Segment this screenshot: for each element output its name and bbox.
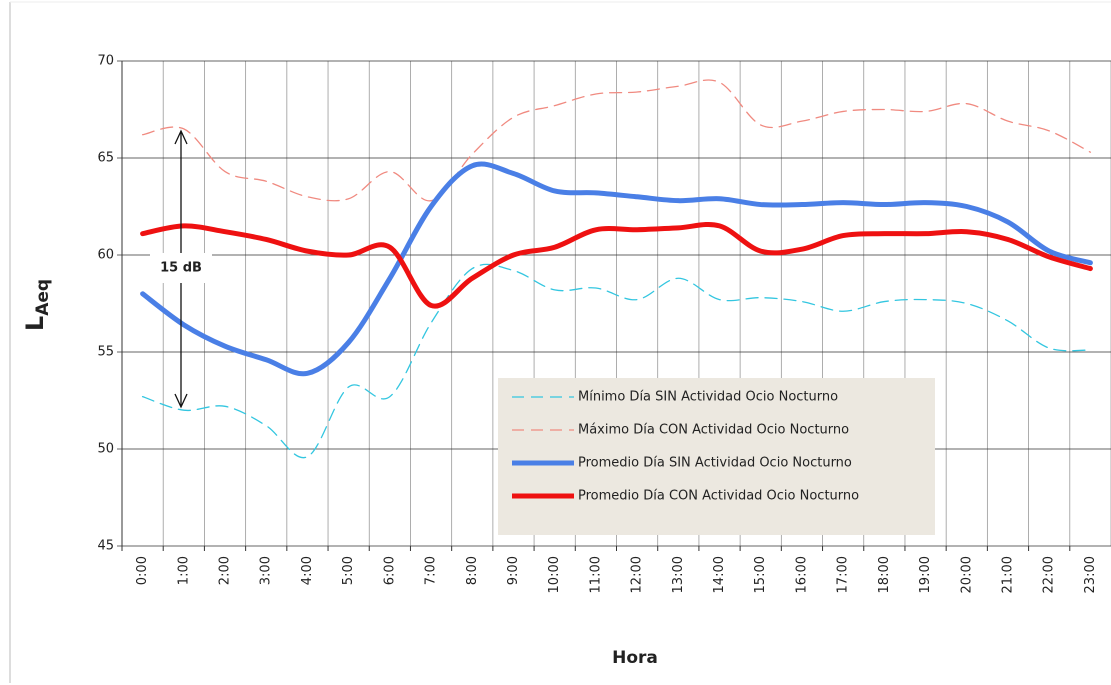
series-line	[140, 161, 1093, 377]
annotation-box	[150, 253, 212, 283]
y-axis-label-sub: Aeq	[33, 279, 53, 316]
x-tick-label: 17:00	[836, 556, 851, 593]
y-tick-label: 65	[97, 151, 114, 166]
x-tick-label: 3:00	[259, 556, 274, 585]
y-tick-label: 45	[97, 539, 114, 554]
y-tick-label: 55	[97, 345, 114, 360]
annotation: 15 dB	[160, 261, 202, 276]
y-tick-label: 70	[97, 54, 114, 69]
y-axis-label-main: L	[21, 316, 49, 331]
legend: Mínimo Día SIN Actividad Ocio Nocturno Má…	[498, 378, 935, 535]
x-tick-label: 12:00	[630, 556, 645, 593]
y-tick-label: 60	[97, 248, 114, 263]
x-tick-label: 15:00	[753, 556, 768, 593]
legend-label: Promedio Día CON Actividad Ocio Nocturno	[578, 489, 859, 504]
x-tick-label: 10:00	[547, 556, 562, 593]
x-tick-label: 0:00	[135, 556, 150, 585]
y-axis-label: LAeq	[21, 279, 53, 331]
legend-label: Máximo Día CON Actividad Ocio Nocturno	[578, 423, 849, 438]
x-tick-label: 16:00	[794, 556, 809, 593]
x-tick-label: 13:00	[671, 556, 686, 593]
x-tick-label: 1:00	[176, 556, 191, 585]
x-tick-label: 8:00	[465, 556, 480, 585]
y-tick-label: 50	[97, 442, 114, 457]
x-tick-label: 14:00	[712, 556, 727, 593]
legend-box	[498, 378, 935, 535]
x-tick-label: 7:00	[424, 556, 439, 585]
legend-label: Mínimo Día SIN Actividad Ocio Nocturno	[578, 390, 838, 405]
x-tick-label: 22:00	[1042, 556, 1057, 593]
annotation-arrowhead	[174, 129, 188, 145]
x-tick-label: 11:00	[588, 556, 603, 593]
x-tick-label: 5:00	[341, 556, 356, 585]
annotation-arrowhead	[174, 393, 188, 409]
x-tick-label: 23:00	[1083, 556, 1098, 593]
x-axis-label: Hora	[612, 648, 658, 668]
x-tick-label: 18:00	[877, 556, 892, 593]
x-tick-label: 6:00	[382, 556, 397, 585]
series-line	[141, 263, 1092, 459]
x-tick-label: 20:00	[959, 556, 974, 593]
x-tick-label: 2:00	[218, 556, 233, 585]
x-tick-label: 9:00	[506, 556, 521, 585]
series-line	[141, 79, 1092, 202]
x-tick-label: 19:00	[918, 556, 933, 593]
legend-label: Promedio Día SIN Actividad Ocio Nocturno	[578, 456, 852, 471]
x-tick-label: 4:00	[300, 556, 315, 585]
x-tick-label: 21:00	[1000, 556, 1015, 593]
series-line	[140, 221, 1093, 309]
